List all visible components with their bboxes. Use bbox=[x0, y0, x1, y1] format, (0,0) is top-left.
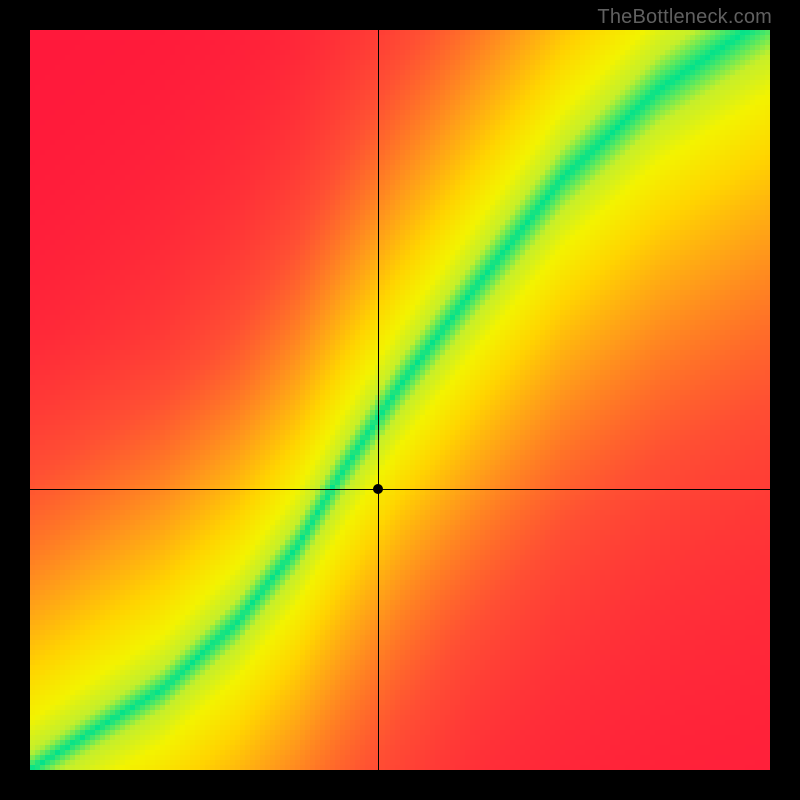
crosshair-horizontal bbox=[30, 489, 770, 490]
crosshair-vertical bbox=[378, 30, 379, 770]
watermark-text: TheBottleneck.com bbox=[597, 6, 772, 29]
heatmap-plot bbox=[30, 30, 770, 770]
heatmap-canvas bbox=[30, 30, 770, 770]
selection-marker bbox=[373, 484, 383, 494]
